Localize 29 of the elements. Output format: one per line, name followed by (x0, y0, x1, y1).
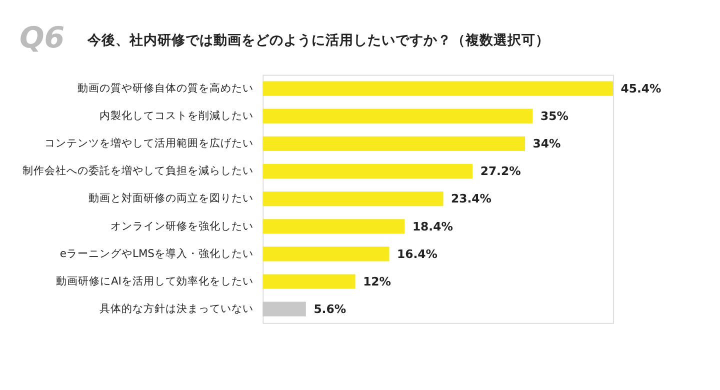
bar (262, 219, 405, 234)
chart-title: 今後、社内研修では動画をどのように活用したいですか？（複数選択可） (86, 32, 550, 49)
y-tick-label: 動画と対面研修の両立を図りたい (88, 192, 254, 205)
data-label: 5.6% (314, 302, 346, 316)
bar (262, 246, 390, 262)
bar (262, 302, 306, 316)
y-tick-label: 制作会社への委託を増やして負担を減らしたい (22, 164, 254, 178)
y-tick-label: 動画の質や研修自体の質を高めたい (77, 81, 254, 94)
bar (262, 108, 533, 124)
y-tick-label: 内製化してコストを削減したい (99, 109, 254, 122)
data-label: 45.4% (620, 81, 662, 96)
text: Q6 (19, 20, 65, 54)
y-tick-label: コンテンツを増やして活用範囲を広げたい (44, 136, 254, 150)
y-tick-label: オンライン研修を強化したい (110, 219, 254, 232)
data-label: 27.2% (480, 164, 522, 178)
bar (262, 192, 444, 206)
bar (262, 164, 473, 179)
bar (262, 274, 356, 289)
data-label: 35% (540, 108, 569, 123)
bar (262, 136, 526, 151)
y-tick-label: eラーニングやLMSを導入・強化したい (60, 246, 254, 260)
y-tick-label: 動画研修にAIを活用して効率化をしたい (56, 274, 254, 288)
data-label: 16.4% (397, 246, 438, 261)
data-label: 12% (363, 274, 392, 288)
data-label: 34% (532, 136, 562, 151)
data-label: 23.4% (451, 192, 492, 206)
bar (262, 81, 613, 96)
y-tick-label: 具体的な方針は決まっていない (99, 302, 254, 315)
data-label: 18.4% (412, 219, 454, 234)
